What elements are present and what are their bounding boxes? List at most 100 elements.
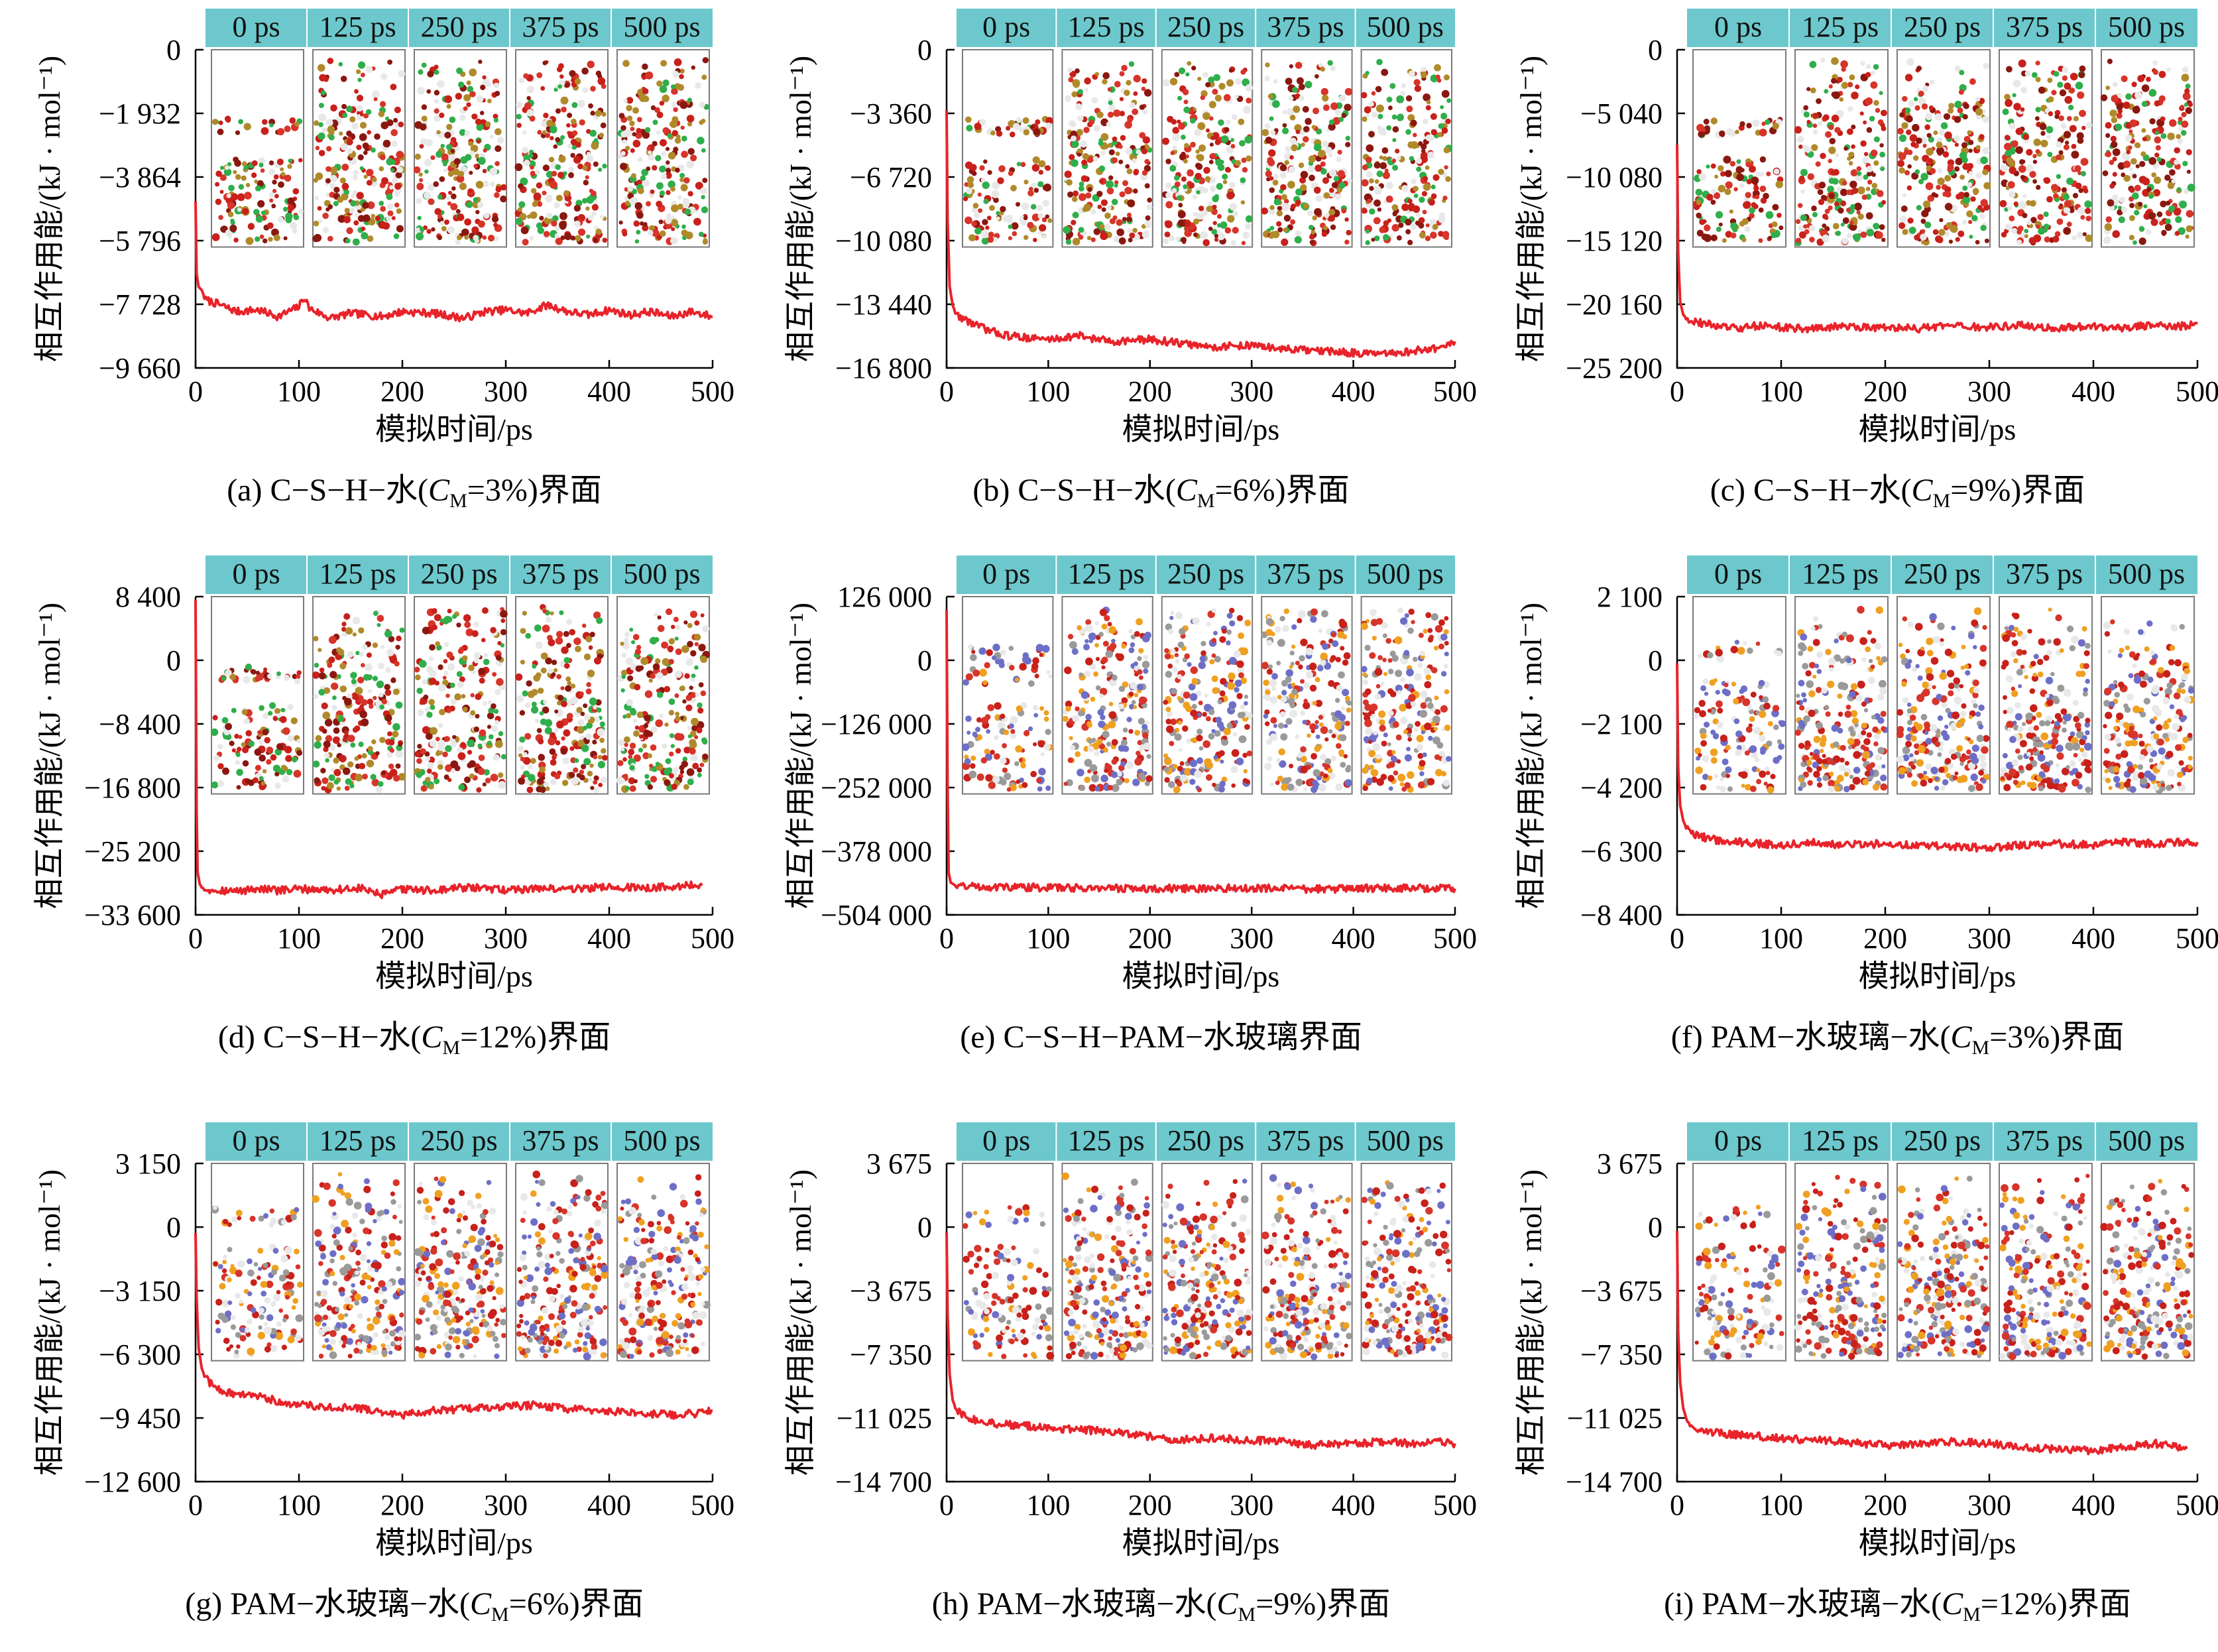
atom [354, 89, 359, 94]
atom [338, 62, 343, 67]
atom [437, 235, 443, 241]
atom [1921, 103, 1928, 110]
atom [585, 688, 592, 695]
atom [430, 727, 438, 735]
atom [1379, 155, 1383, 160]
atom [1079, 181, 1084, 187]
atom [2151, 172, 2156, 178]
atom [274, 708, 281, 715]
atom [2152, 69, 2158, 75]
atom [1000, 757, 1007, 764]
atom [694, 665, 699, 670]
atom [2032, 154, 2037, 158]
atom [1870, 149, 1878, 157]
atom [339, 190, 344, 194]
atom [1795, 237, 1802, 243]
atom [422, 679, 428, 685]
atom [255, 764, 261, 771]
atom [1907, 217, 1914, 224]
atom [1108, 104, 1116, 111]
atom [1038, 170, 1044, 175]
atom [469, 760, 476, 768]
atom [668, 698, 675, 705]
atom [420, 785, 428, 792]
atom [478, 754, 485, 761]
atom [522, 147, 529, 154]
atom [277, 128, 285, 136]
atom [665, 217, 672, 225]
atom [1033, 188, 1039, 193]
atom [495, 128, 502, 135]
atom [1798, 225, 1804, 231]
atom [626, 97, 634, 104]
atom [1759, 172, 1765, 177]
atom [526, 86, 534, 93]
atom [2039, 123, 2047, 131]
atom [1289, 155, 1294, 160]
atom [1122, 217, 1127, 222]
atom [654, 637, 660, 642]
atom [1164, 231, 1171, 237]
atom [1913, 155, 1919, 161]
atom [590, 786, 595, 790]
atom [567, 166, 575, 173]
atom [1860, 61, 1865, 66]
atom [2020, 87, 2028, 93]
atom [2123, 154, 2130, 161]
atom [1224, 166, 1231, 173]
atom [551, 220, 557, 227]
atom [1910, 141, 1916, 147]
atom [1873, 160, 1879, 166]
atom [662, 658, 670, 666]
atom [1102, 731, 1110, 738]
atom [554, 773, 561, 780]
atom [497, 641, 502, 646]
atom [971, 221, 977, 227]
atom [1328, 123, 1336, 131]
atom [573, 637, 581, 645]
atom [542, 609, 548, 614]
atom [702, 625, 710, 633]
atom [580, 711, 585, 717]
atom [596, 707, 602, 713]
atom [1328, 153, 1333, 158]
snapshot-molecules [1162, 607, 1253, 794]
atom [259, 162, 264, 168]
atom [1843, 146, 1848, 151]
atom [1365, 71, 1370, 76]
atom [681, 645, 689, 653]
atom [1718, 222, 1723, 227]
atom [1899, 112, 1905, 118]
atom [691, 674, 696, 678]
atom [680, 184, 688, 192]
atom [1935, 235, 1942, 243]
atom [1130, 681, 1138, 689]
atom [1710, 117, 1718, 125]
atom [1282, 127, 1289, 135]
atom [2125, 135, 2132, 142]
atom [458, 170, 465, 177]
atom [1143, 89, 1152, 97]
atom [1180, 774, 1187, 782]
atom [441, 226, 447, 231]
atom [571, 144, 577, 150]
atom [2007, 158, 2014, 166]
atom [378, 781, 384, 787]
atom [2083, 188, 2089, 194]
atom [352, 174, 358, 180]
atom [459, 182, 467, 190]
atom [1345, 135, 1351, 141]
atom [596, 617, 603, 624]
atom [1411, 178, 1417, 185]
atom [1423, 176, 1429, 182]
atom [1283, 227, 1288, 233]
atom [231, 707, 237, 713]
atom [552, 660, 557, 666]
atom [618, 739, 625, 746]
atom [1234, 687, 1240, 693]
y-tick-label: −6 720 [850, 161, 932, 194]
atom [2064, 82, 2072, 90]
atom [1045, 165, 1051, 171]
y-tick-label: 0 [1648, 34, 1663, 66]
atom [328, 636, 337, 644]
